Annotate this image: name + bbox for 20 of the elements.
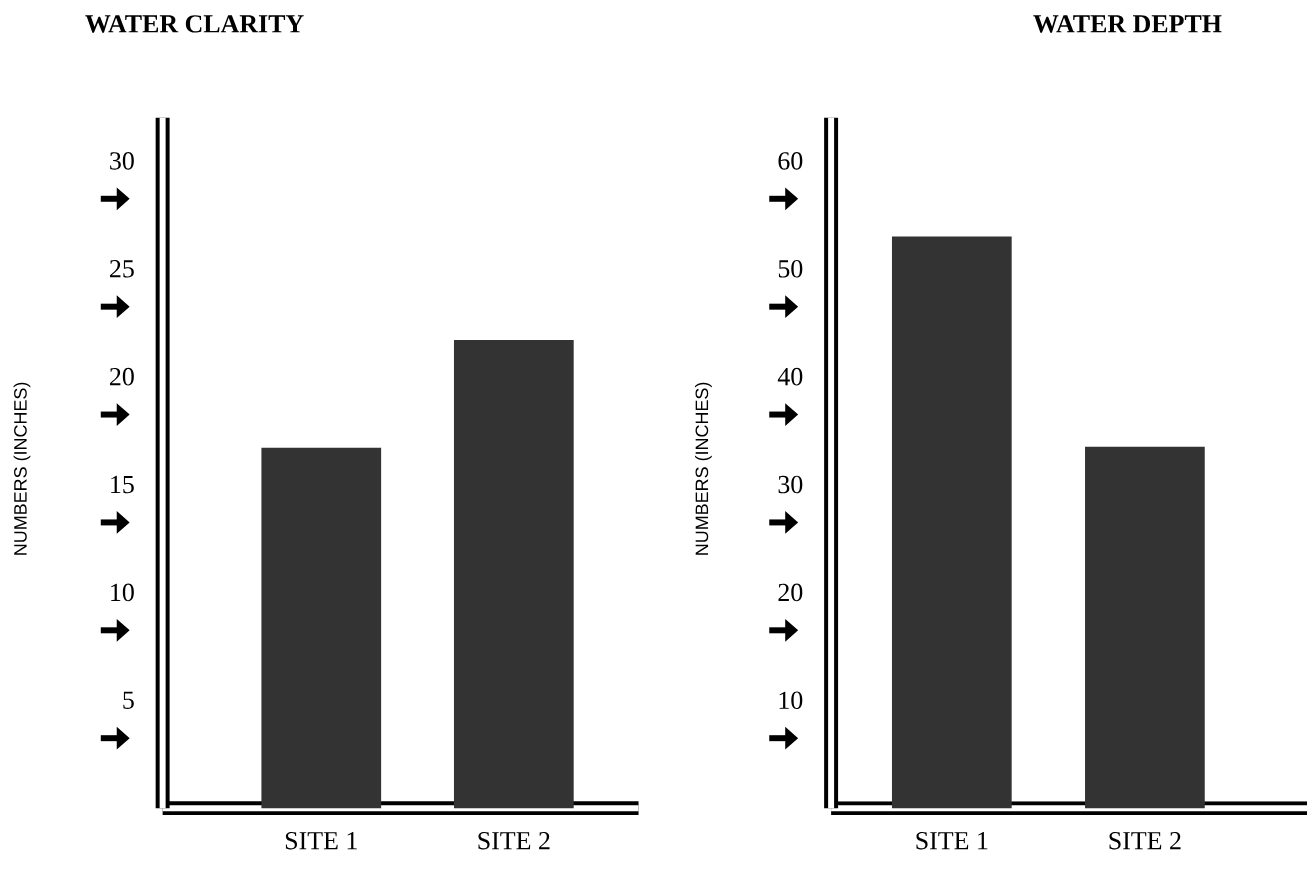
y-tick-label: 10 — [779, 691, 803, 710]
y-tick-label: 30 — [110, 152, 134, 170]
y-axis-title: NUMBERS (INCHES) — [695, 382, 712, 555]
y-tick-label: 40 — [777, 367, 803, 386]
x-tick-label: SITE 2 — [478, 831, 550, 850]
y-tick-label: 25 — [110, 260, 134, 278]
y-tick-label: 5 — [123, 691, 134, 709]
chart-title: WATER CLARITY — [85, 15, 304, 33]
y-tick-label: 20 — [110, 367, 134, 386]
y-tick-label: 60 — [778, 152, 803, 170]
x-tick-label: SITE 2 — [1109, 831, 1181, 850]
y-tick-label: 30 — [778, 475, 803, 494]
y-tick-label: 50 — [778, 259, 803, 278]
chart-title: WATER DEPTH — [1033, 15, 1222, 33]
x-tick-label: SITE 1 — [916, 831, 988, 850]
y-tick-label: 15 — [111, 475, 134, 494]
y-tick-label: 20 — [778, 583, 803, 602]
y-axis-title: NUMBERS (INCHES) — [13, 382, 31, 555]
x-tick-label: SITE 1 — [285, 831, 357, 850]
y-tick-label: 10 — [111, 583, 134, 602]
